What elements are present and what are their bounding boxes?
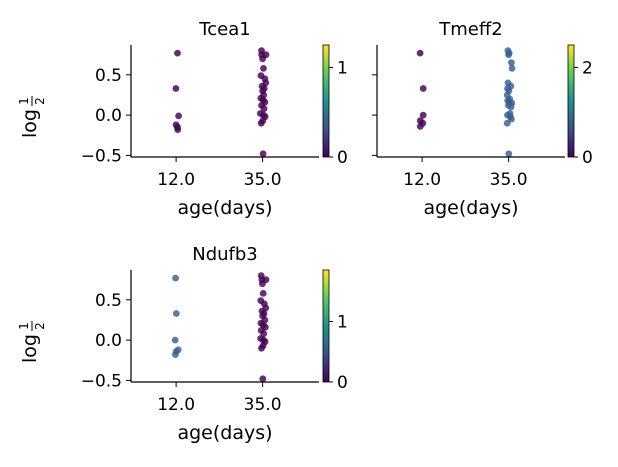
data-point	[172, 274, 180, 282]
colorbar-tick-label: 0	[582, 148, 593, 168]
panel-title: Tcea1	[198, 19, 250, 40]
x-axis-label: age(days)	[177, 197, 272, 219]
colorbar-gradient	[567, 44, 575, 158]
data-point	[503, 119, 511, 127]
x-axis-label: age(days)	[177, 422, 272, 444]
data-point	[508, 59, 515, 67]
y-axis-label-denominator: 2	[33, 322, 47, 330]
colorbar: 01	[322, 269, 348, 393]
data-point	[172, 351, 179, 358]
y-tick-label: 0.0	[95, 106, 122, 126]
colorbar-tick-label: 1	[337, 58, 348, 78]
data-point	[259, 375, 267, 383]
y-axis-label-numerator: 1	[17, 97, 31, 105]
colorbar-tick-label: 0	[337, 373, 348, 393]
x-axis-label: age(days)	[423, 197, 518, 219]
colorbar-gradient	[322, 269, 330, 383]
scatter-points	[171, 272, 270, 383]
colorbar-gradient	[322, 44, 330, 158]
data-point	[174, 126, 182, 133]
colorbar-tick-label: 0	[337, 148, 348, 168]
data-point	[260, 65, 267, 72]
data-point	[174, 49, 181, 57]
data-point	[416, 123, 424, 130]
x-tick-label: 35.0	[244, 170, 282, 190]
data-point	[508, 115, 515, 123]
y-axis-label-text: log	[19, 334, 41, 363]
data-point	[419, 85, 427, 92]
y-axis-label-denominator: 2	[33, 97, 47, 105]
data-point	[175, 112, 183, 120]
data-point	[257, 119, 265, 127]
colorbar: 01	[322, 44, 348, 168]
y-axis-label: log 1 2	[17, 321, 47, 363]
data-point	[507, 103, 515, 111]
data-point	[172, 85, 180, 92]
data-point	[259, 55, 266, 63]
data-point	[172, 310, 180, 317]
panel-title: Ndufb3	[192, 244, 258, 265]
data-point	[260, 330, 268, 338]
data-point	[505, 51, 512, 59]
y-axis-label: log 1 2	[17, 96, 47, 138]
data-point	[416, 49, 424, 57]
data-point	[259, 150, 267, 158]
scatter-points	[416, 47, 516, 158]
data-point	[171, 336, 179, 344]
panel-title: Tmeff2	[438, 19, 502, 40]
x-tick-label: 12.0	[157, 395, 195, 415]
data-point	[260, 105, 268, 113]
x-tick-label: 35.0	[490, 170, 528, 190]
y-tick-label: 0.0	[95, 331, 122, 351]
scatter-points	[172, 47, 270, 158]
data-point	[259, 280, 266, 288]
y-axis-label-numerator: 1	[17, 322, 31, 330]
x-tick-label: 35.0	[244, 395, 282, 415]
y-tick-label: 0.5	[95, 291, 122, 311]
y-axis-label-text: log	[19, 109, 41, 138]
y-tick-label: −0.5	[81, 371, 122, 391]
y-tick-label: 0.5	[95, 66, 122, 86]
y-tick-label: −0.5	[81, 146, 122, 166]
colorbar-tick-label: 1	[337, 312, 348, 332]
colorbar-tick-label: 2	[582, 58, 593, 78]
data-point	[508, 65, 516, 72]
colorbar: 02	[567, 44, 593, 168]
data-point	[419, 111, 427, 119]
x-tick-label: 12.0	[157, 170, 195, 190]
data-point	[258, 344, 265, 352]
data-point	[259, 290, 267, 297]
x-tick-label: 12.0	[403, 170, 441, 190]
data-point	[505, 150, 513, 158]
